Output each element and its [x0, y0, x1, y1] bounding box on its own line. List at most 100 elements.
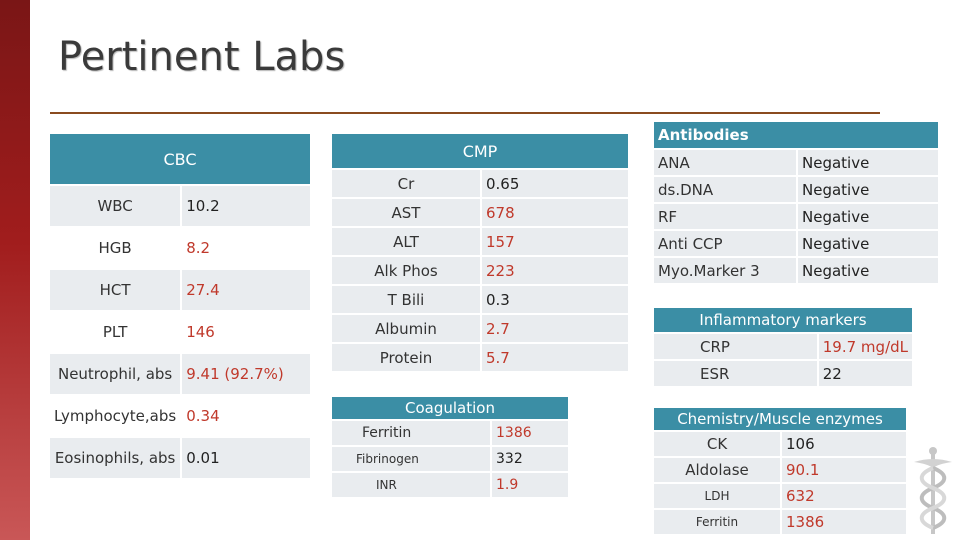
inflammatory-value: 22 — [818, 361, 912, 386]
cmp-value: 2.7 — [482, 315, 628, 342]
inflammatory-label: CRP — [654, 334, 817, 359]
cbc-value: 0.01 — [182, 438, 310, 478]
table-row: RF Negative — [654, 204, 938, 229]
table-row: INR 1.9 — [332, 473, 568, 497]
cbc-label: PLT — [50, 312, 181, 352]
table-row: Alk Phos 223 — [332, 257, 628, 284]
cmp-header: CMP — [332, 134, 628, 168]
cmp-label: Protein — [332, 344, 480, 371]
chemistry-value: 632 — [782, 484, 906, 508]
inflammatory-value: 19.7 mg/dL — [818, 334, 912, 359]
table-row: AST 678 — [332, 199, 628, 226]
slide-sidebar-band — [0, 0, 30, 540]
table-row: ANA Negative — [654, 150, 938, 175]
title-divider — [50, 112, 880, 114]
table-row: Neutrophil, abs 9.41 (92.7%) — [50, 354, 310, 394]
coagulation-table: Coagulation Ferritin 1386 Fibrinogen 332… — [330, 395, 570, 499]
cmp-value: 0.65 — [482, 170, 628, 197]
table-row: T Bili 0.3 — [332, 286, 628, 313]
table-row: HGB 8.2 — [50, 228, 310, 268]
table-row: Cr 0.65 — [332, 170, 628, 197]
antibody-value: Negative — [798, 258, 938, 283]
table-row: Eosinophils, abs 0.01 — [50, 438, 310, 478]
cmp-label: ALT — [332, 228, 480, 255]
cbc-value: 10.2 — [182, 186, 310, 226]
cbc-table: CBC WBC 10.2 HGB 8.2 HCT 27.4 PLT 146 Ne… — [48, 132, 312, 480]
table-row: Aldolase 90.1 — [654, 458, 906, 482]
cbc-value: 9.41 (92.7%) — [182, 354, 310, 394]
table-row: ESR 22 — [654, 361, 912, 386]
chemistry-value: 106 — [782, 432, 906, 456]
cmp-label: Alk Phos — [332, 257, 480, 284]
table-row: Protein 5.7 — [332, 344, 628, 371]
table-row: Myo.Marker 3 Negative — [654, 258, 938, 283]
coagulation-header: Coagulation — [332, 397, 568, 419]
cbc-header: CBC — [50, 134, 310, 184]
table-row: Lymphocyte,abs 0.34 — [50, 396, 310, 436]
chemistry-value: 90.1 — [782, 458, 906, 482]
chemistry-header: Chemistry/Muscle enzymes — [654, 408, 906, 430]
inflammatory-label: ESR — [654, 361, 817, 386]
antibody-label: ANA — [654, 150, 796, 175]
cmp-label: Albumin — [332, 315, 480, 342]
antibody-value: Negative — [798, 204, 938, 229]
slide-title: Pertinent Labs — [58, 34, 346, 80]
chemistry-value: 1386 — [782, 510, 906, 534]
table-row: CK 106 — [654, 432, 906, 456]
table-row: ds.DNA Negative — [654, 177, 938, 202]
table-row: Anti CCP Negative — [654, 231, 938, 256]
cbc-label: HGB — [50, 228, 181, 268]
antibody-value: Negative — [798, 177, 938, 202]
antibodies-header: Antibodies — [654, 122, 938, 148]
antibody-value: Negative — [798, 150, 938, 175]
table-row: Fibrinogen 332 — [332, 447, 568, 471]
cmp-value: 5.7 — [482, 344, 628, 371]
cbc-label: HCT — [50, 270, 181, 310]
cbc-label: Eosinophils, abs — [50, 438, 181, 478]
cmp-value: 223 — [482, 257, 628, 284]
inflammatory-header: Inflammatory markers — [654, 308, 912, 332]
table-row: LDH 632 — [654, 484, 906, 508]
cbc-value: 146 — [182, 312, 310, 352]
cbc-value: 8.2 — [182, 228, 310, 268]
cbc-value: 27.4 — [182, 270, 310, 310]
cmp-value: 678 — [482, 199, 628, 226]
chemistry-label: LDH — [654, 484, 780, 508]
table-row: ALT 157 — [332, 228, 628, 255]
cmp-table: CMP Cr 0.65 AST 678 ALT 157 Alk Phos 223… — [330, 132, 630, 373]
cbc-label: Lymphocyte,abs — [50, 396, 181, 436]
antibody-label: Myo.Marker 3 — [654, 258, 796, 283]
cbc-value: 0.34 — [182, 396, 310, 436]
cmp-label: AST — [332, 199, 480, 226]
cmp-value: 0.3 — [482, 286, 628, 313]
chemistry-label: Ferritin — [654, 510, 780, 534]
cmp-value: 157 — [482, 228, 628, 255]
coagulation-label: Fibrinogen — [332, 447, 490, 471]
cbc-label: Neutrophil, abs — [50, 354, 181, 394]
coagulation-value: 1386 — [492, 421, 568, 445]
inflammatory-table: Inflammatory markers CRP 19.7 mg/dL ESR … — [652, 306, 914, 388]
coagulation-label: INR — [332, 473, 490, 497]
cmp-label: Cr — [332, 170, 480, 197]
table-row: Albumin 2.7 — [332, 315, 628, 342]
coagulation-value: 332 — [492, 447, 568, 471]
table-row: HCT 27.4 — [50, 270, 310, 310]
antibody-label: ds.DNA — [654, 177, 796, 202]
coagulation-value: 1.9 — [492, 473, 568, 497]
cbc-label: WBC — [50, 186, 181, 226]
table-row: PLT 146 — [50, 312, 310, 352]
table-row: Ferritin 1386 — [654, 510, 906, 534]
cmp-label: T Bili — [332, 286, 480, 313]
coagulation-label: Ferritin — [332, 421, 490, 445]
antibody-value: Negative — [798, 231, 938, 256]
caduceus-icon — [914, 447, 952, 534]
table-row: CRP 19.7 mg/dL — [654, 334, 912, 359]
chemistry-table: Chemistry/Muscle enzymes CK 106 Aldolase… — [652, 406, 908, 536]
antibody-label: Anti CCP — [654, 231, 796, 256]
table-row: Ferritin 1386 — [332, 421, 568, 445]
chemistry-label: Aldolase — [654, 458, 780, 482]
chemistry-label: CK — [654, 432, 780, 456]
antibodies-table: Antibodies ANA Negative ds.DNA Negative … — [652, 120, 940, 285]
table-row: WBC 10.2 — [50, 186, 310, 226]
antibody-label: RF — [654, 204, 796, 229]
